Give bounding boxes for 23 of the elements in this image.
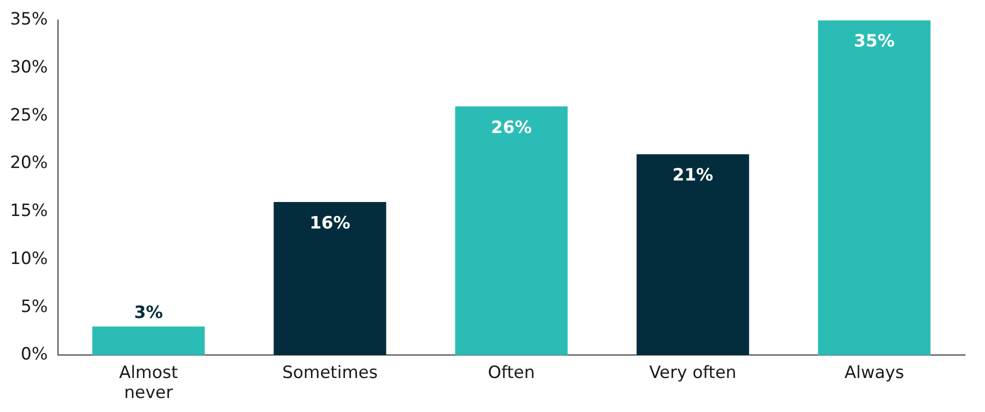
y-tick-label: 10% (10, 248, 48, 269)
x-tick-label: Sometimes (282, 362, 378, 383)
data-label: 26% (491, 118, 532, 138)
y-tick-label: 5% (20, 296, 48, 317)
bar (818, 20, 931, 356)
data-label: 16% (310, 213, 350, 234)
y-tick-label: 20% (10, 153, 48, 174)
bar (92, 326, 205, 356)
bar (274, 202, 386, 356)
bar (455, 106, 568, 356)
y-tick-label: 25% (10, 105, 48, 126)
x-tick-label: Often (488, 362, 535, 383)
y-tick-label: 30% (10, 57, 48, 78)
y-tick-label: 35% (10, 10, 48, 30)
data-label: 21% (672, 166, 714, 186)
x-tick-label: Almost never (119, 362, 178, 404)
bar (636, 154, 750, 356)
data-label: 3% (134, 302, 163, 323)
x-tick-label: Always (844, 362, 904, 383)
y-tick-label: 15% (10, 201, 48, 222)
data-label: 35% (854, 32, 895, 52)
y-tick-label: 0% (20, 344, 48, 365)
x-tick-label: Very often (649, 362, 736, 383)
